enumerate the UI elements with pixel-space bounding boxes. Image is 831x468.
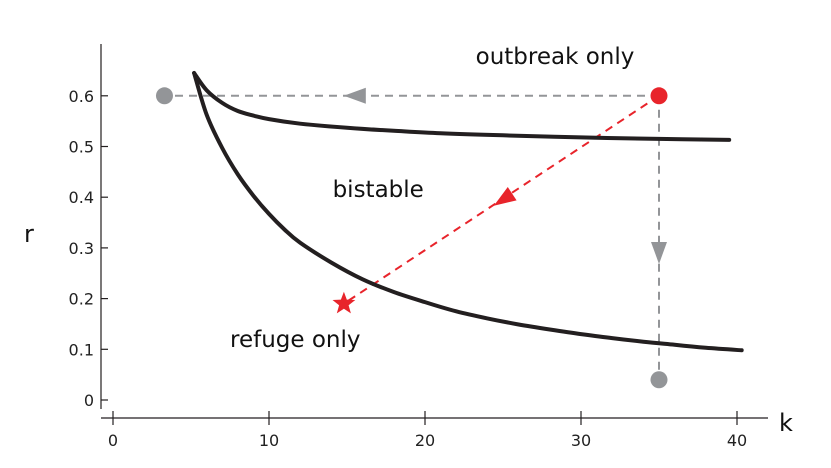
region-label: outbreak only <box>476 44 635 70</box>
x-tick-label: 40 <box>727 431 747 450</box>
x-tick-label: 20 <box>415 431 435 450</box>
y-tick-label: 0.5 <box>69 138 94 157</box>
region-label: refuge only <box>230 327 361 353</box>
trajectories <box>164 87 667 380</box>
markers <box>155 87 668 389</box>
trajectory-arrowhead <box>493 187 517 206</box>
region-labels: outbreak only bistable refuge only <box>230 44 634 353</box>
trajectory-arrowhead <box>343 87 366 104</box>
y-tick-label: 0.1 <box>69 340 94 359</box>
end-point-marker <box>155 87 173 105</box>
y-tick-label: 0.4 <box>69 188 94 207</box>
y-tick-label: 0.2 <box>69 290 94 309</box>
upper-boundary-curve <box>192 71 732 142</box>
region-label: bistable <box>333 177 424 203</box>
y-axis-label: r <box>24 220 34 248</box>
x-ticks: 0 10 20 30 40 <box>108 411 747 450</box>
x-tick-label: 10 <box>259 431 279 450</box>
end-point-marker <box>650 371 668 389</box>
y-tick-label: 0.3 <box>69 239 94 258</box>
lower-boundary-curve <box>192 71 744 353</box>
y-tick-label: 0 <box>84 391 94 410</box>
x-axis-label: k <box>779 409 793 437</box>
x-tick-label: 0 <box>108 431 118 450</box>
boundary-curves <box>192 71 744 353</box>
star-marker <box>332 291 356 314</box>
start-point-marker <box>650 87 668 105</box>
axes: 0 0.1 0.2 0.3 0.4 0.5 0.6 0 10 20 30 40 <box>69 44 768 450</box>
trajectory-arrowhead <box>651 241 667 264</box>
y-ticks: 0 0.1 0.2 0.3 0.4 0.5 0.6 <box>69 87 108 410</box>
x-tick-label: 30 <box>571 431 591 450</box>
y-tick-label: 0.6 <box>69 87 94 106</box>
